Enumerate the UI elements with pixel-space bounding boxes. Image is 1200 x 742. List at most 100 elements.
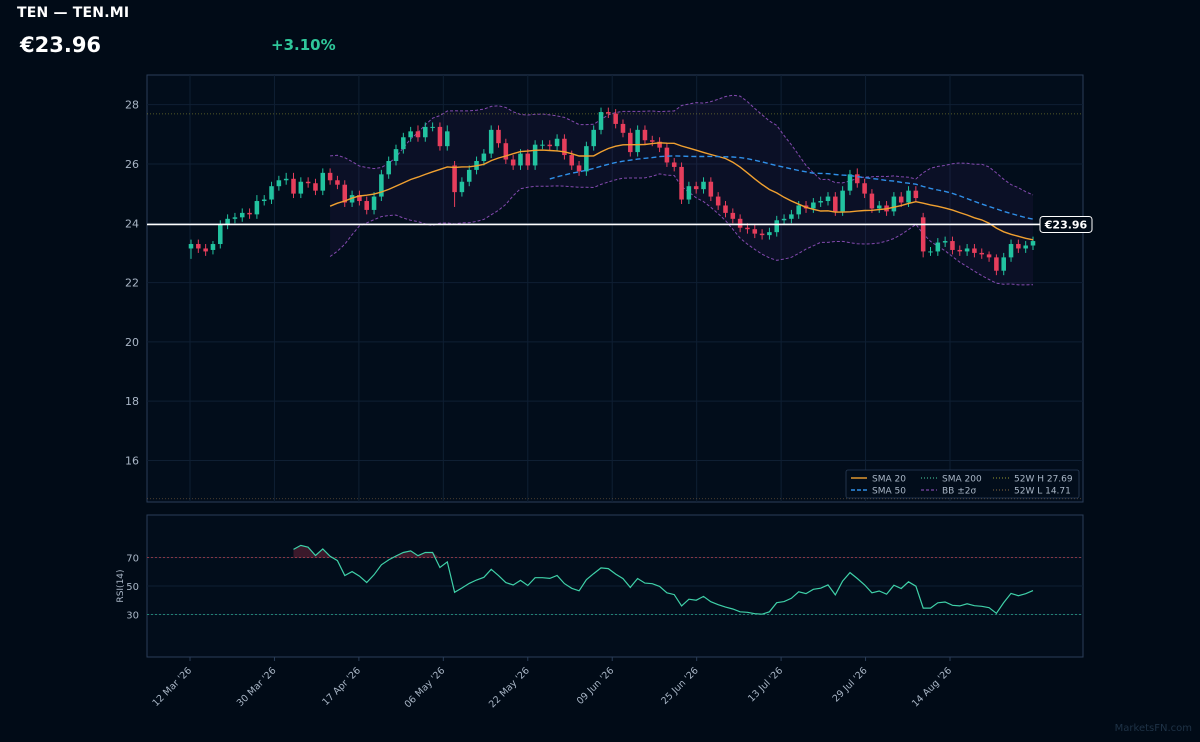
candle-body [218, 224, 223, 245]
candle-body [415, 131, 421, 138]
candle-body [210, 244, 216, 250]
candle-body [261, 199, 267, 202]
current-price-tag-box [1039, 215, 1093, 233]
candle-body [518, 153, 523, 166]
candle [232, 212, 238, 224]
candle-body [313, 183, 318, 191]
candle [847, 169, 853, 196]
candle-body [781, 218, 787, 221]
candle-body [232, 217, 238, 219]
candle-body [1016, 244, 1021, 249]
candle [781, 214, 787, 225]
candle [276, 175, 282, 191]
candle [876, 201, 882, 213]
candle [305, 177, 311, 188]
candle-body [935, 242, 941, 252]
candle-body [913, 190, 919, 199]
candle [759, 229, 765, 240]
candle-body [840, 190, 845, 212]
candle-body [291, 178, 296, 194]
candle-body [979, 252, 985, 255]
legend-label: BB ±2σ [942, 487, 976, 497]
candle [789, 209, 794, 224]
rsi-y-tick-label: 50 [126, 582, 139, 593]
candle-body [876, 205, 882, 209]
candle [481, 149, 487, 166]
rsi-overbought-fill [293, 545, 440, 558]
price-panel: 16 18 20 22 24 26 28 €23.96 [125, 74, 1093, 503]
candle-body [305, 181, 311, 184]
rsi-line [293, 544, 1034, 615]
x-tick-label: 30 Mar '26 [235, 665, 279, 709]
candle-body [957, 249, 963, 252]
price-change: +3.10% [271, 36, 336, 54]
candle [203, 244, 208, 256]
x-tick-label: 09 Jun '26 [575, 665, 616, 706]
candle [283, 172, 289, 185]
candle [423, 122, 428, 142]
candle [862, 178, 867, 199]
candle [510, 155, 516, 170]
candle-body [525, 153, 531, 166]
candle-body [510, 159, 516, 166]
candle-body [203, 248, 208, 252]
candle-body [986, 254, 992, 258]
x-tick-label: 13 Jul '26 [746, 665, 785, 704]
legend-label: 52W L 14.71 [1014, 487, 1071, 497]
candle [466, 165, 472, 187]
candle [1023, 241, 1028, 253]
candle-body [642, 129, 648, 141]
candle [964, 244, 970, 256]
candle-body [188, 244, 194, 249]
candle-body [994, 257, 999, 271]
candle [840, 186, 845, 216]
candle-body [327, 172, 333, 181]
candle-body [444, 131, 450, 147]
candle-body [1030, 241, 1036, 246]
candle-body [920, 217, 926, 252]
candle-body [342, 184, 348, 203]
candle [254, 195, 260, 219]
candle [701, 177, 706, 194]
candle [818, 196, 823, 207]
candle [247, 208, 252, 219]
candle [913, 186, 919, 203]
candle-body [628, 132, 633, 153]
candle [576, 160, 582, 176]
candle [518, 149, 523, 170]
candle [401, 132, 406, 154]
candle-body [371, 196, 377, 210]
candle [598, 107, 604, 135]
candle [298, 177, 304, 199]
candle [335, 175, 340, 190]
candle-body [730, 212, 736, 219]
candle [540, 140, 545, 150]
candle [1016, 239, 1021, 253]
candle-body [847, 174, 853, 191]
legend-box [845, 469, 1080, 499]
candle [942, 236, 948, 247]
candle-body [598, 112, 604, 130]
candle-body [862, 183, 867, 194]
candle-body [833, 196, 838, 212]
candle-body [745, 227, 750, 230]
candle-body [891, 196, 897, 212]
candle [752, 224, 758, 239]
candle-body [679, 166, 684, 200]
rsi-axis-label: RSI(14) [116, 569, 126, 602]
candle-body [723, 205, 728, 213]
candle-body [767, 232, 772, 236]
candle-body [752, 229, 758, 234]
candle [452, 160, 457, 207]
candle [415, 125, 421, 142]
candle-body [196, 244, 201, 249]
candle-body [1001, 257, 1006, 271]
candle-body [298, 181, 304, 194]
candle-body [393, 149, 399, 161]
candle [679, 162, 684, 204]
candle [357, 190, 362, 206]
y-tick-label: 28 [125, 99, 139, 112]
candle-body [283, 178, 289, 181]
candle [225, 214, 230, 230]
